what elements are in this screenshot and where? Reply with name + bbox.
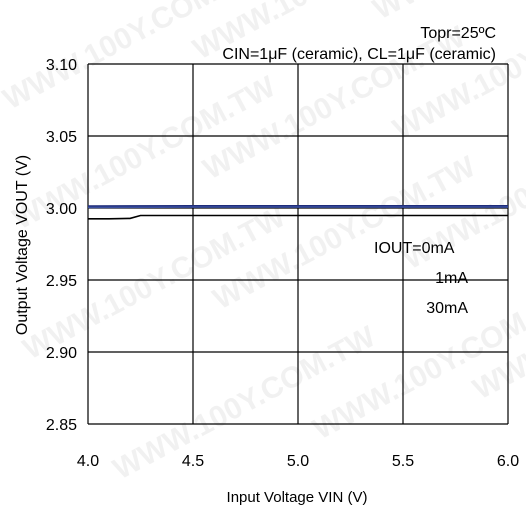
y-axis-label: Output Voltage VOUT (V) <box>14 155 31 335</box>
x-tick-label: 4.0 <box>77 453 99 470</box>
y-tick-label: 2.90 <box>46 345 77 362</box>
x-tick-label: 4.5 <box>182 453 204 470</box>
chart-header-line2: CIN=1μF (ceramic), CL=1μF (ceramic) <box>222 46 496 63</box>
watermark-text: WWW.100Y.COM.TW <box>368 0 526 26</box>
y-tick-label: 2.85 <box>46 417 77 434</box>
series-line-3 <box>88 214 508 220</box>
series-lines <box>87 205 508 220</box>
legend-title: IOUT=0mA <box>374 240 455 257</box>
x-axis-label: Input Voltage VIN (V) <box>227 489 368 506</box>
x-tick-label: 5.5 <box>392 453 414 470</box>
gridlines <box>87 63 509 425</box>
legend-item-30ma: 30mA <box>426 300 468 317</box>
x-tick-label: 5.0 <box>287 453 309 470</box>
y-tick-label: 2.95 <box>46 273 77 290</box>
y-tick-label: 3.05 <box>46 129 77 146</box>
y-tick-label: 3.10 <box>46 57 77 74</box>
tick-labels: 4.0 4.5 5.0 5.5 6.0 3.10 3.05 3.00 2.95 2.90 2.85 <box>46 57 519 470</box>
legend-item-1ma: 1mA <box>435 270 468 287</box>
chart-header-line1: Topr=25ºC <box>420 25 496 42</box>
x-tick-label: 6.0 <box>497 453 519 470</box>
y-tick-label: 3.00 <box>46 201 77 218</box>
